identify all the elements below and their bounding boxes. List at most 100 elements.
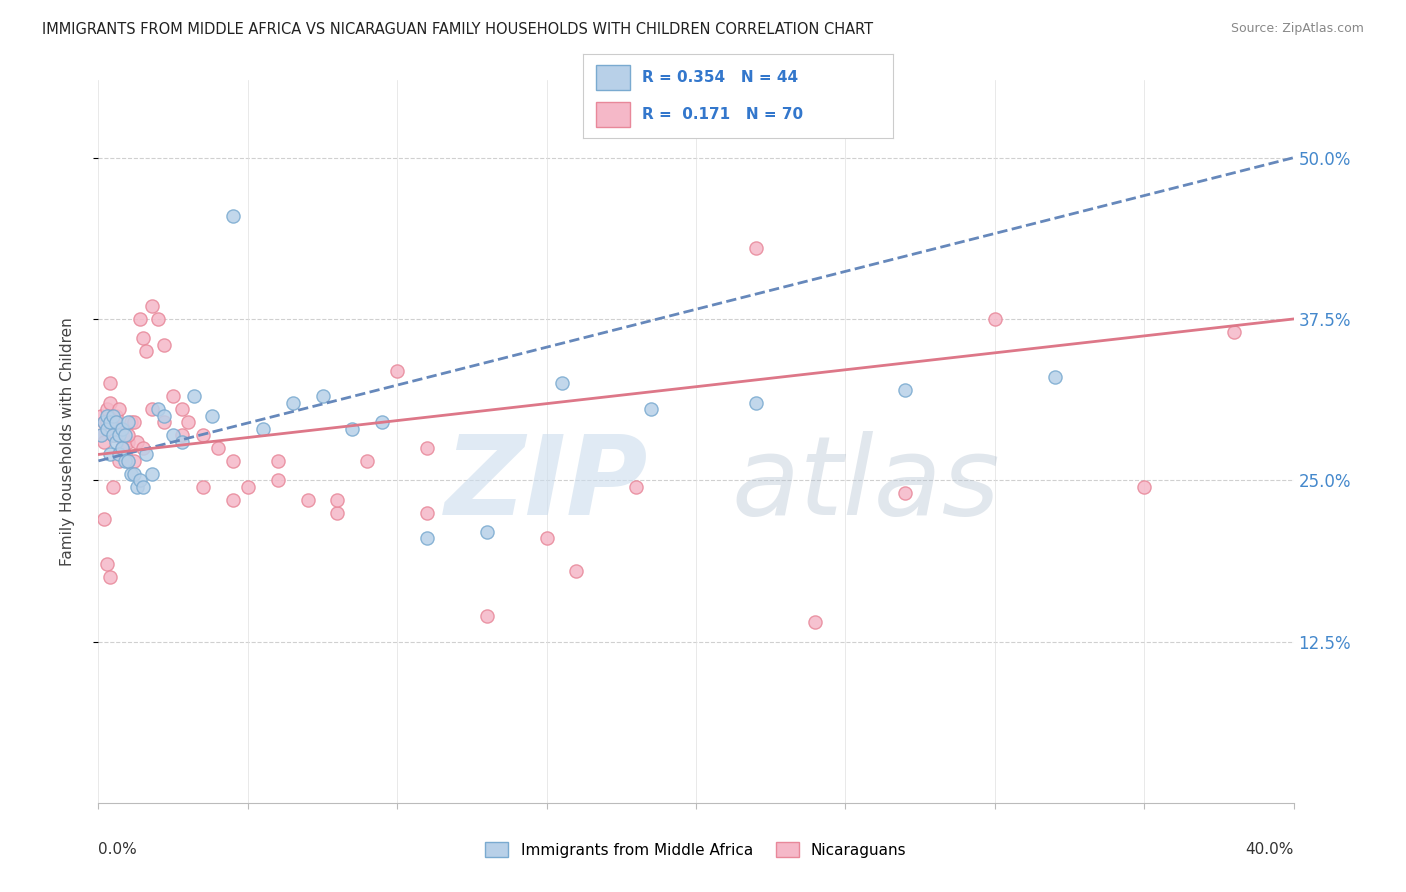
- Point: [103, 409, 125, 423]
- Point: [111, 428, 134, 442]
- Point: [148, 402, 170, 417]
- Point: [114, 434, 136, 449]
- Point: [105, 428, 128, 442]
- Point: [201, 409, 224, 423]
- Point: [267, 473, 290, 487]
- Point: [153, 415, 176, 429]
- Point: [132, 480, 155, 494]
- Point: [804, 615, 827, 630]
- Point: [550, 376, 572, 391]
- Point: [172, 428, 194, 442]
- Point: [984, 312, 1007, 326]
- Point: [90, 428, 112, 442]
- Point: [356, 454, 378, 468]
- Point: [148, 312, 170, 326]
- Point: [93, 434, 115, 449]
- Point: [120, 415, 142, 429]
- Point: [96, 402, 118, 417]
- Point: [129, 312, 152, 326]
- Point: [103, 428, 125, 442]
- Point: [153, 338, 176, 352]
- Point: [191, 428, 214, 442]
- Point: [105, 428, 128, 442]
- Point: [745, 241, 768, 255]
- Point: [326, 492, 349, 507]
- Point: [111, 441, 134, 455]
- Point: [98, 570, 122, 584]
- Point: [90, 409, 112, 423]
- Point: [326, 506, 349, 520]
- Point: [141, 299, 163, 313]
- Text: IMMIGRANTS FROM MIDDLE AFRICA VS NICARAGUAN FAMILY HOUSEHOLDS WITH CHILDREN CORR: IMMIGRANTS FROM MIDDLE AFRICA VS NICARAG…: [42, 22, 873, 37]
- Point: [111, 422, 134, 436]
- Point: [117, 415, 139, 429]
- Point: [1043, 370, 1066, 384]
- Text: ZIP: ZIP: [444, 432, 648, 539]
- Point: [117, 434, 139, 449]
- Point: [98, 376, 122, 391]
- Point: [191, 480, 214, 494]
- Point: [640, 402, 662, 417]
- Point: [108, 447, 131, 461]
- Point: [565, 564, 588, 578]
- Point: [129, 473, 152, 487]
- Point: [236, 480, 259, 494]
- Point: [172, 434, 194, 449]
- Point: [475, 608, 498, 623]
- Point: [124, 415, 146, 429]
- Text: 0.0%: 0.0%: [98, 842, 138, 856]
- Point: [108, 428, 131, 442]
- Point: [222, 209, 245, 223]
- Point: [281, 396, 304, 410]
- Point: [371, 415, 394, 429]
- Point: [141, 467, 163, 481]
- Point: [103, 480, 125, 494]
- Text: atlas: atlas: [733, 432, 1001, 539]
- Point: [894, 486, 917, 500]
- Point: [1223, 325, 1246, 339]
- Point: [103, 409, 125, 423]
- Point: [416, 441, 439, 455]
- Point: [108, 422, 131, 436]
- Point: [117, 428, 139, 442]
- Point: [127, 434, 149, 449]
- Point: [207, 441, 229, 455]
- Point: [311, 389, 333, 403]
- Point: [135, 447, 157, 461]
- Point: [536, 531, 558, 545]
- Point: [96, 422, 118, 436]
- Point: [416, 531, 439, 545]
- Text: 40.0%: 40.0%: [1246, 842, 1294, 856]
- Point: [416, 506, 439, 520]
- Point: [135, 344, 157, 359]
- Point: [124, 467, 146, 481]
- Point: [120, 467, 142, 481]
- Point: [98, 396, 122, 410]
- Point: [93, 415, 115, 429]
- Point: [108, 402, 131, 417]
- Point: [385, 363, 409, 377]
- Point: [93, 415, 115, 429]
- Point: [114, 454, 136, 468]
- Point: [96, 415, 118, 429]
- Bar: [596, 64, 630, 90]
- Point: [117, 454, 139, 468]
- Point: [93, 512, 115, 526]
- Point: [267, 454, 290, 468]
- Point: [114, 428, 136, 442]
- Point: [117, 454, 139, 468]
- Point: [626, 480, 648, 494]
- Point: [162, 389, 184, 403]
- Point: [183, 389, 205, 403]
- Point: [222, 454, 245, 468]
- Point: [162, 428, 184, 442]
- Point: [1133, 480, 1156, 494]
- Point: [108, 454, 131, 468]
- Point: [745, 396, 768, 410]
- Point: [105, 415, 128, 429]
- Point: [172, 402, 194, 417]
- Point: [90, 428, 112, 442]
- Point: [127, 480, 149, 494]
- Point: [98, 447, 122, 461]
- Point: [342, 422, 364, 436]
